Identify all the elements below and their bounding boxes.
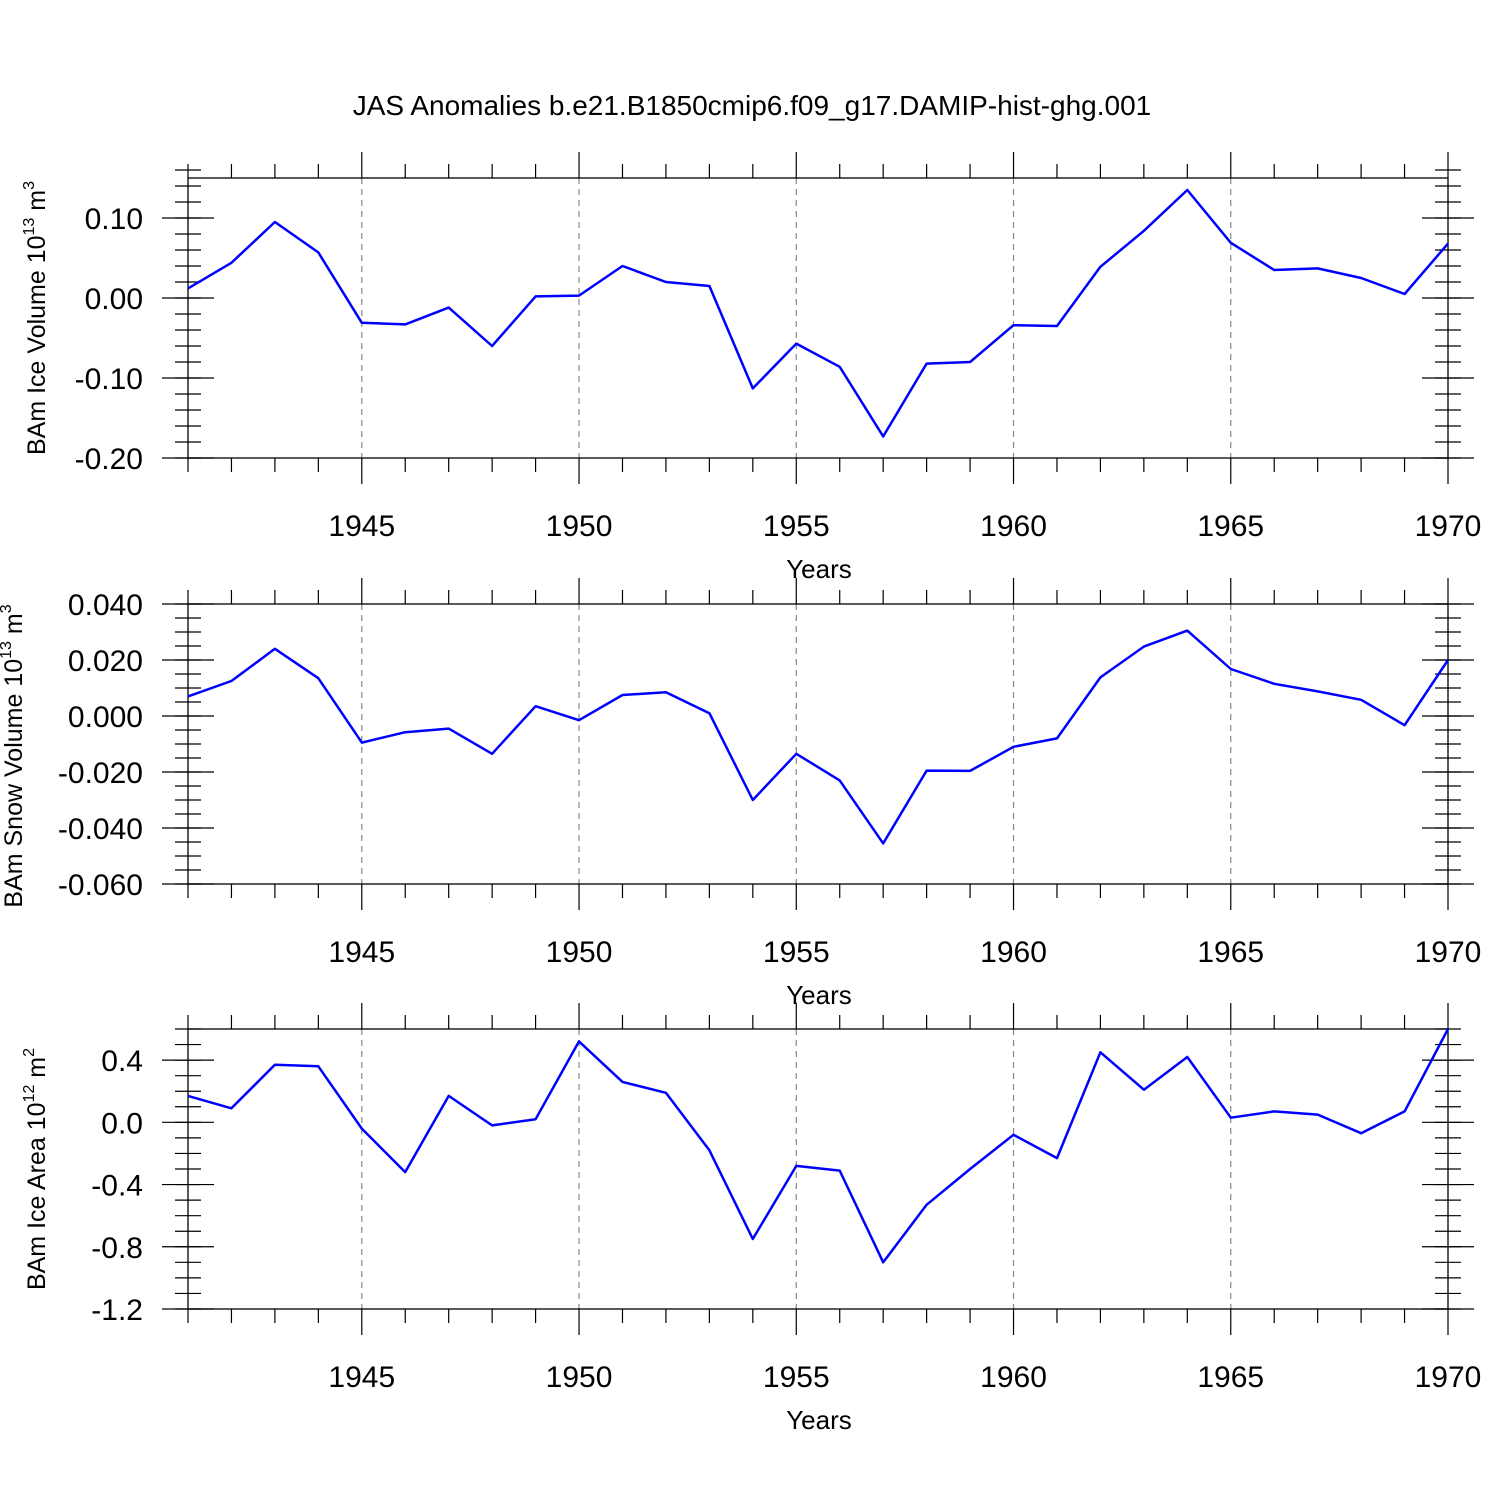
series-line xyxy=(187,629,1450,845)
x-tick-label: 1970 xyxy=(1415,1361,1482,1394)
x-tick-label: 1955 xyxy=(763,510,830,543)
y-tick-label: 0.10 xyxy=(85,203,143,236)
y-axis-label-text: BAm Snow Volume 10 xyxy=(0,659,28,908)
y-tick-label: -1.2 xyxy=(91,1294,143,1327)
x-tick-label: 1970 xyxy=(1415,510,1482,543)
y-tick-label: -0.20 xyxy=(75,443,143,476)
x-tick-label: 1960 xyxy=(980,510,1047,543)
y-axis-label-unit-exp: 3 xyxy=(0,604,15,613)
x-tick-label: 1945 xyxy=(328,1361,395,1394)
y-tick-label: 0.4 xyxy=(101,1045,143,1078)
y-tick-label: -0.10 xyxy=(75,363,143,396)
y-axis-label-unit: m xyxy=(23,1057,51,1085)
y-tick-label: 0.040 xyxy=(68,589,143,622)
panel-ice-volume: -0.20 -0.10 0.00 0.10 1945 1950 1955 1960 1965 19… xyxy=(21,152,1481,584)
y-tick-label: -0.020 xyxy=(58,757,143,790)
y-axis-label-text: BAm Ice Area 10 xyxy=(23,1102,51,1290)
y-tick-label: 0.000 xyxy=(68,701,143,734)
y-axis-label-unit-exp: 2 xyxy=(21,1048,38,1057)
x-tick-label: 1955 xyxy=(763,1361,830,1394)
y-tick-label: -0.4 xyxy=(91,1170,143,1203)
x-tick-label: 1960 xyxy=(980,1361,1047,1394)
y-axis-label: BAm Snow Volume 1013 m3 xyxy=(0,604,28,907)
figure-title: JAS Anomalies b.e21.B1850cmip6.f09_g17.D… xyxy=(353,90,1151,121)
x-tick-label: 1965 xyxy=(1197,510,1264,543)
x-tick-label: 1950 xyxy=(546,510,613,543)
x-axis-label: Years xyxy=(786,1405,852,1435)
x-tick-label: 1960 xyxy=(980,936,1047,969)
y-axis-label-unit: m xyxy=(0,613,28,641)
x-tick-label: 1955 xyxy=(763,936,830,969)
panel-ice-area: -1.2 -0.8 -0.4 0.0 0.4 1945 1950 1955 1960 1965 19… xyxy=(21,1003,1481,1435)
series-line xyxy=(187,1028,1450,1264)
y-axis-label-exp: 13 xyxy=(21,218,38,236)
plot-frame xyxy=(187,177,1449,459)
x-axis-label: Years xyxy=(786,554,852,584)
y-axis-label-exp: 13 xyxy=(0,641,15,659)
y-tick-label: 0.020 xyxy=(68,645,143,678)
y-tick-label: 0.0 xyxy=(101,1107,143,1140)
panel-snow-volume: -0.060 -0.040 -0.020 0.000 0.020 0.040 1945 195… xyxy=(0,578,1481,1010)
x-tick-label: 1945 xyxy=(328,936,395,969)
y-axis-label-exp: 12 xyxy=(21,1085,38,1103)
series-line xyxy=(187,188,1449,438)
y-tick-label: 0.00 xyxy=(85,283,143,316)
x-axis-label: Years xyxy=(786,980,852,1010)
x-tick-label: 1945 xyxy=(328,510,395,543)
y-tick-label: -0.060 xyxy=(58,869,143,902)
y-axis-label-unit: m xyxy=(23,190,51,218)
x-tick-label: 1965 xyxy=(1197,936,1264,969)
y-axis-label-unit-exp: 3 xyxy=(21,181,38,190)
x-tick-label: 1965 xyxy=(1197,1361,1264,1394)
y-axis-label-text: BAm Ice Volume 10 xyxy=(23,235,51,455)
x-tick-label: 1950 xyxy=(546,1361,613,1394)
y-axis-label: BAm Ice Volume 1013 m3 xyxy=(21,181,51,455)
x-tick-label: 1950 xyxy=(546,936,613,969)
y-tick-label: -0.8 xyxy=(91,1232,143,1265)
y-tick-label: -0.040 xyxy=(58,813,143,846)
x-tick-label: 1970 xyxy=(1415,936,1482,969)
y-axis-label: BAm Ice Area 1012 m2 xyxy=(21,1048,51,1290)
